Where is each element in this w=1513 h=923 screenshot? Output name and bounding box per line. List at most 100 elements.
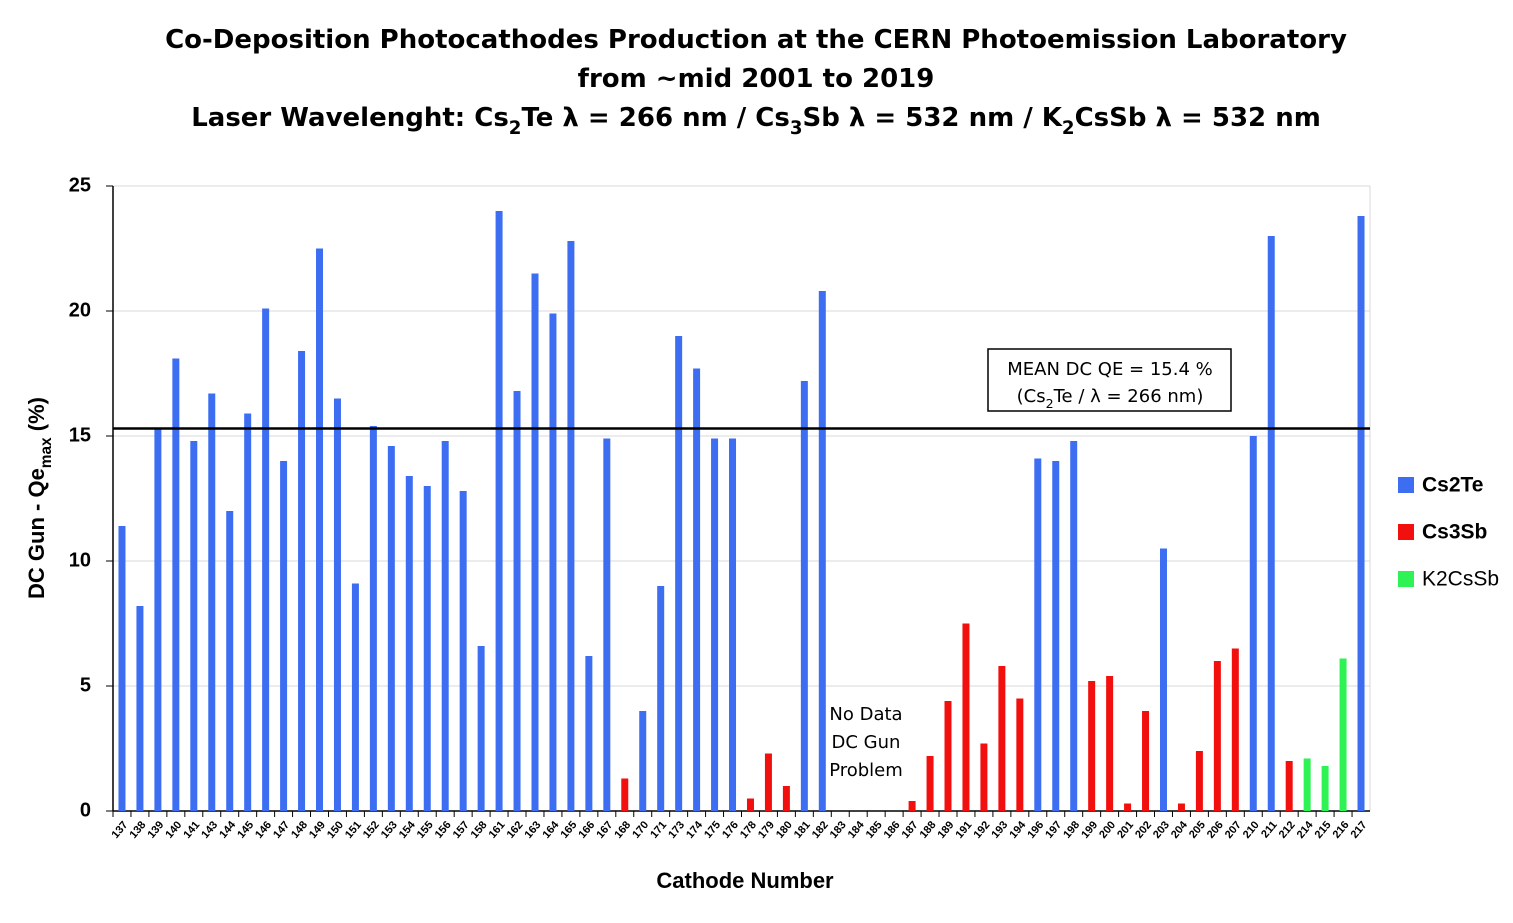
mean-annotation-run: 2 [1046, 396, 1054, 411]
x-axis-label: Cathode Number [656, 868, 834, 893]
x-tick-label: 184 [846, 818, 868, 840]
x-tick-label: 163 [523, 819, 544, 841]
chart-title-run: Sb λ = 532 nm / K [803, 103, 1063, 133]
bar [208, 393, 216, 811]
x-tick-label: 199 [1079, 819, 1100, 841]
y-axis-label-run: DC Gun - Qe [24, 468, 49, 599]
bar [531, 273, 539, 811]
x-tick-label: 201 [1115, 819, 1136, 841]
chart-title-run: CsSb λ = 532 nm [1075, 103, 1321, 133]
bar [136, 606, 144, 811]
x-tick-label: 216 [1331, 819, 1352, 841]
x-tick-label: 212 [1277, 819, 1298, 841]
chart-title-run: 2 [1062, 118, 1075, 139]
x-tick-label: 202 [1133, 819, 1154, 841]
x-tick-label: 155 [415, 819, 436, 841]
bar [1052, 461, 1060, 811]
mean-annotation-run: MEAN DC QE = 15.4 % [1007, 359, 1213, 380]
x-tick-label: 154 [397, 818, 419, 840]
chart-title-run: 3 [790, 118, 803, 139]
bar [405, 476, 413, 811]
x-tick-label: 178 [738, 819, 759, 841]
y-tick-label: 10 [69, 549, 91, 571]
x-tick-label: 203 [1151, 819, 1172, 841]
x-tick-label: 148 [289, 819, 310, 841]
x-tick-label: 167 [594, 819, 615, 841]
x-tick-label: 168 [612, 819, 633, 841]
bar [1357, 216, 1365, 811]
bar [1303, 758, 1311, 811]
x-tick-label: 188 [918, 819, 939, 841]
bar [441, 441, 449, 811]
bar [172, 358, 180, 811]
x-tick-label: 175 [702, 819, 723, 841]
x-tick-label: 151 [343, 819, 364, 841]
legend-swatch [1398, 477, 1414, 493]
bar [908, 801, 916, 811]
gap-annotation: DC Gun [832, 732, 901, 753]
x-tick-label: 181 [792, 819, 813, 841]
x-tick-label: 173 [666, 819, 687, 841]
bar [585, 656, 593, 811]
x-tick-label: 152 [361, 819, 382, 841]
y-axis-label-run: max [38, 437, 55, 468]
x-tick-label: 192 [971, 819, 992, 841]
x-tick-label: 205 [1187, 819, 1208, 841]
x-tick-label: 153 [379, 819, 400, 841]
x-tick-label: 214 [1295, 818, 1317, 840]
legend-swatch [1398, 524, 1414, 540]
x-tick-label: 197 [1043, 819, 1064, 841]
y-tick-label: 20 [69, 299, 91, 321]
x-tick-label: 146 [253, 819, 274, 841]
x-tick-label: 185 [864, 819, 885, 841]
x-tick-label: 196 [1025, 819, 1046, 841]
chart-title-run: Co-Deposition Photocathodes Production a… [165, 25, 1347, 55]
x-tick-label: 210 [1241, 819, 1262, 841]
x-tick-label: 179 [756, 819, 777, 841]
x-tick-label: 211 [1259, 819, 1280, 840]
bar [980, 743, 988, 811]
bar [190, 441, 198, 811]
mean-annotation: MEAN DC QE = 15.4 % [1007, 359, 1213, 380]
y-tick-label: 15 [69, 424, 91, 446]
mean-annotation-run: Te / λ = 266 nm) [1053, 386, 1204, 407]
x-tick-label: 164 [540, 818, 562, 840]
x-tick-label: 165 [558, 819, 579, 841]
y-tick-label: 5 [80, 674, 91, 696]
x-tick-label: 137 [110, 819, 131, 841]
x-tick-label: 166 [576, 819, 597, 841]
bar [262, 308, 270, 811]
x-tick-label: 170 [630, 819, 651, 841]
legend-swatch [1398, 571, 1414, 587]
bar [1267, 236, 1275, 811]
x-tick-label: 194 [1007, 818, 1029, 840]
bar [423, 486, 431, 811]
bar [280, 461, 288, 811]
chart-title: Laser Wavelenght: Cs2Te λ = 266 nm / Cs3… [191, 103, 1321, 139]
bar [729, 438, 737, 811]
bar [1195, 751, 1203, 811]
legend-label: K2CsSb [1422, 568, 1499, 591]
x-tick-label: 182 [810, 819, 831, 841]
x-tick-label: 143 [199, 819, 220, 841]
bar [459, 491, 467, 811]
bar [333, 398, 341, 811]
bar [800, 381, 808, 811]
y-axis-label-run: (%) [24, 397, 49, 437]
bar [495, 211, 503, 811]
x-tick-label: 206 [1205, 819, 1226, 841]
bar [1339, 658, 1347, 811]
bar [1177, 803, 1185, 811]
legend-label: Cs2Te [1422, 474, 1483, 497]
bar [764, 753, 772, 811]
bar [1231, 648, 1239, 811]
gap-annotation: Problem [829, 760, 903, 781]
chart-title-run: Te λ = 266 nm / Cs [521, 103, 789, 133]
x-tick-label: 138 [127, 819, 148, 841]
x-tick-label: 145 [235, 819, 256, 841]
bar [603, 438, 611, 811]
bar [1142, 711, 1150, 811]
bar [244, 413, 252, 811]
x-tick-label: 174 [684, 818, 706, 840]
